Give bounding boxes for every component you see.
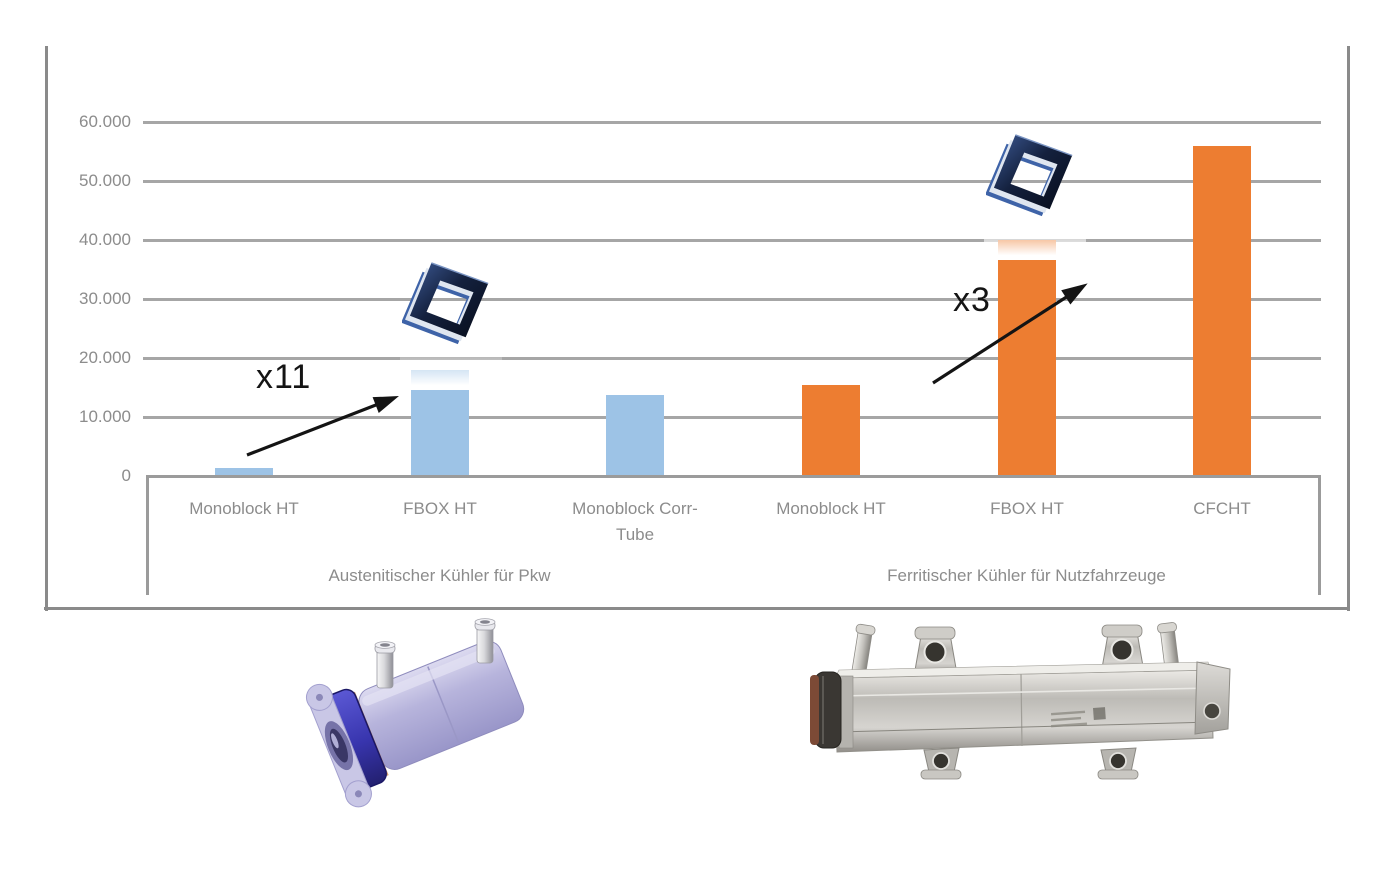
chart-frame-right xyxy=(1347,46,1350,611)
category-label: Monoblock HT xyxy=(189,499,299,518)
category-label: Monoblock Corr-Tube xyxy=(572,499,698,545)
chart-frame-bottom xyxy=(44,607,1350,610)
category-axis-tick-right xyxy=(1318,475,1321,595)
group-label: Austenitischer Kühler für Pkw xyxy=(328,566,551,585)
gridline xyxy=(143,297,1321,301)
arrow-x3 xyxy=(932,283,1088,385)
fbox-tube-frame-icon xyxy=(402,262,489,345)
cooler-pipe xyxy=(474,618,496,664)
category-axis-tick-left xyxy=(146,475,149,595)
gridline xyxy=(143,179,1321,183)
bar-monoblock-ht xyxy=(802,384,860,476)
bar-fbox-ht xyxy=(998,240,1056,476)
category-axis-line xyxy=(146,475,1321,478)
fbox-tube-frame-icon xyxy=(986,134,1073,217)
y-tick-label: 50.000 xyxy=(79,171,131,190)
y-tick-label: 60.000 xyxy=(79,112,131,131)
reflection-fade xyxy=(400,350,502,390)
gridline xyxy=(143,120,1321,124)
annotation-x11: x11 xyxy=(256,358,312,396)
y-tick-label: 20.000 xyxy=(79,348,131,367)
stamped-label xyxy=(1051,707,1106,728)
pkw-cooler-3d-render xyxy=(305,618,525,808)
y-tick-label: 40.000 xyxy=(79,230,131,249)
bar-cfcht xyxy=(1193,145,1251,476)
bar-monoblock-ht xyxy=(215,468,273,476)
nutzfahrzeuge-cooler-photo xyxy=(810,622,1231,780)
y-tick-label: 30.000 xyxy=(79,289,131,308)
annotation-x3: x3 xyxy=(953,281,991,319)
chart-frame-left xyxy=(45,46,48,611)
gridline xyxy=(143,238,1321,242)
mount-bracket-bottom xyxy=(920,747,962,780)
mount-bracket xyxy=(913,626,958,677)
gridline xyxy=(143,356,1321,360)
category-label: Monoblock HT xyxy=(776,499,886,518)
gridline xyxy=(143,415,1321,419)
reflection-fade xyxy=(984,220,1086,260)
category-label: FBOX HT xyxy=(990,499,1064,518)
arrow-x11 xyxy=(246,396,399,457)
bar-monoblock-corr-tube xyxy=(606,395,664,476)
category-label: FBOX HT xyxy=(403,499,477,518)
y-tick-label: 0 xyxy=(121,466,131,485)
y-tick-label: 10.000 xyxy=(79,407,131,426)
cooler-pipe xyxy=(374,641,396,689)
group-label: Ferritischer Kühler für Nutzfahrzeuge xyxy=(887,566,1166,585)
category-label: CFCHT xyxy=(1193,499,1251,518)
